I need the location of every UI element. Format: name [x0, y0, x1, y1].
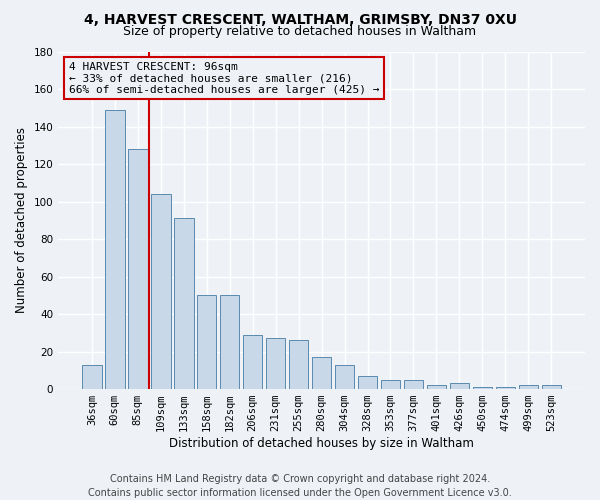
Bar — [518, 386, 538, 389]
Bar — [473, 387, 492, 389]
Bar — [128, 149, 148, 389]
Bar — [266, 338, 286, 389]
Bar — [542, 386, 561, 389]
Bar — [335, 364, 355, 389]
Bar — [243, 334, 262, 389]
Text: Size of property relative to detached houses in Waltham: Size of property relative to detached ho… — [124, 25, 476, 38]
Bar — [151, 194, 170, 389]
Bar — [449, 384, 469, 389]
Text: 4, HARVEST CRESCENT, WALTHAM, GRIMSBY, DN37 0XU: 4, HARVEST CRESCENT, WALTHAM, GRIMSBY, D… — [83, 12, 517, 26]
Bar — [404, 380, 423, 389]
Bar — [381, 380, 400, 389]
Bar — [174, 218, 194, 389]
Text: Contains HM Land Registry data © Crown copyright and database right 2024.
Contai: Contains HM Land Registry data © Crown c… — [88, 474, 512, 498]
Bar — [358, 376, 377, 389]
Bar — [289, 340, 308, 389]
Bar — [105, 110, 125, 389]
Bar — [220, 296, 239, 389]
Bar — [82, 364, 101, 389]
Bar — [312, 357, 331, 389]
X-axis label: Distribution of detached houses by size in Waltham: Distribution of detached houses by size … — [169, 437, 474, 450]
Bar — [197, 296, 217, 389]
Text: 4 HARVEST CRESCENT: 96sqm
← 33% of detached houses are smaller (216)
66% of semi: 4 HARVEST CRESCENT: 96sqm ← 33% of detac… — [69, 62, 379, 95]
Y-axis label: Number of detached properties: Number of detached properties — [15, 128, 28, 314]
Bar — [427, 386, 446, 389]
Bar — [496, 387, 515, 389]
